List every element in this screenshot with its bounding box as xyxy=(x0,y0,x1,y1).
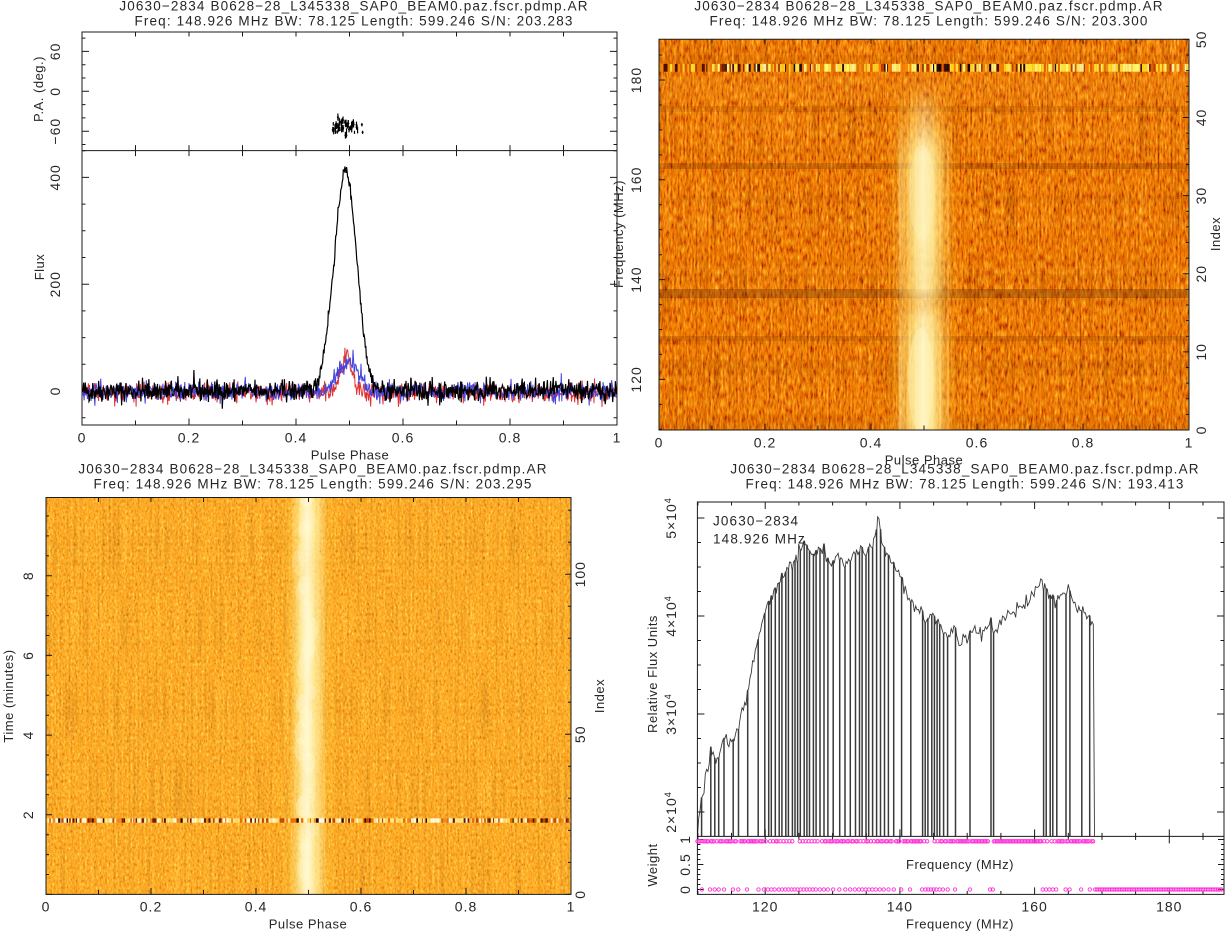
svg-text:2×104: 2×104 xyxy=(663,791,679,833)
svg-text:4×104: 4×104 xyxy=(663,595,679,637)
svg-text:J0630−2834 B0628−28_L345338_S: J0630−2834 B0628−28_L345338_SAP0_BEAM0.p… xyxy=(694,0,1163,14)
svg-text:Weight: Weight xyxy=(645,843,660,886)
svg-text:Frequency (MHz): Frequency (MHz) xyxy=(906,857,1014,872)
svg-text:Pulse Phase: Pulse Phase xyxy=(885,453,964,468)
svg-text:0.6: 0.6 xyxy=(350,899,372,915)
svg-text:148.926 MHz: 148.926 MHz xyxy=(713,532,806,547)
svg-text:0.4: 0.4 xyxy=(285,430,307,446)
svg-text:P.A. (deg.): P.A. (deg.) xyxy=(31,56,46,122)
svg-text:3×104: 3×104 xyxy=(663,693,679,735)
svg-text:30: 30 xyxy=(1193,187,1209,205)
svg-text:1: 1 xyxy=(677,835,693,844)
svg-text:Freq: 148.926 MHz BW: 78.125: Freq: 148.926 MHz BW: 78.125 Length: 599… xyxy=(134,13,573,28)
svg-text:0.2: 0.2 xyxy=(140,899,162,915)
svg-text:0: 0 xyxy=(655,435,664,451)
svg-text:0.2: 0.2 xyxy=(754,435,776,451)
svg-text:60: 60 xyxy=(47,43,63,61)
svg-text:140: 140 xyxy=(628,266,644,292)
svg-text:140: 140 xyxy=(887,899,913,915)
svg-text:0.6: 0.6 xyxy=(392,430,414,446)
svg-text:50: 50 xyxy=(1193,31,1209,49)
svg-text:0.8: 0.8 xyxy=(1072,435,1094,451)
svg-text:0.5: 0.5 xyxy=(677,853,693,875)
svg-text:Time (minutes): Time (minutes) xyxy=(1,649,16,742)
svg-text:−60: −60 xyxy=(47,118,63,145)
svg-text:J0630−2834 B0628−28_L345338_S: J0630−2834 B0628−28_L345338_SAP0_BEAM0.p… xyxy=(730,462,1199,477)
svg-text:120: 120 xyxy=(628,366,644,392)
svg-text:0: 0 xyxy=(47,87,63,96)
svg-text:180: 180 xyxy=(1156,899,1182,915)
svg-text:6: 6 xyxy=(20,651,36,660)
svg-text:Frequency (MHz): Frequency (MHz) xyxy=(611,180,626,288)
svg-text:0: 0 xyxy=(1193,426,1209,435)
svg-text:5×104: 5×104 xyxy=(663,497,679,539)
svg-text:1: 1 xyxy=(613,430,622,446)
svg-text:J0630−2834: J0630−2834 xyxy=(713,514,799,529)
svg-text:0: 0 xyxy=(42,899,51,915)
svg-text:400: 400 xyxy=(47,164,63,190)
svg-text:Pulse Phase: Pulse Phase xyxy=(311,448,390,463)
svg-text:Index: Index xyxy=(592,679,607,713)
svg-text:Pulse Phase: Pulse Phase xyxy=(269,917,348,932)
svg-text:1: 1 xyxy=(567,899,576,915)
svg-text:8: 8 xyxy=(20,571,36,580)
svg-text:2: 2 xyxy=(20,810,36,819)
svg-text:160: 160 xyxy=(1021,899,1047,915)
svg-text:0: 0 xyxy=(78,430,87,446)
svg-text:1: 1 xyxy=(1185,435,1194,451)
svg-text:50: 50 xyxy=(572,726,588,744)
svg-text:Relative Flux Units: Relative Flux Units xyxy=(645,615,660,733)
svg-text:Index: Index xyxy=(1208,217,1223,251)
svg-text:0.6: 0.6 xyxy=(966,435,988,451)
svg-text:40: 40 xyxy=(1193,109,1209,127)
svg-text:20: 20 xyxy=(1193,265,1209,283)
svg-text:J0630−2834 B0628−28_L345338_S: J0630−2834 B0628−28_L345338_SAP0_BEAM0.p… xyxy=(119,0,588,14)
svg-text:0.4: 0.4 xyxy=(860,435,882,451)
svg-text:Freq: 148.926 MHz BW: 78.125: Freq: 148.926 MHz BW: 78.125 Length: 599… xyxy=(93,477,532,492)
svg-text:0: 0 xyxy=(677,885,693,894)
svg-text:Flux: Flux xyxy=(32,254,47,281)
svg-text:120: 120 xyxy=(752,899,778,915)
svg-text:0.8: 0.8 xyxy=(499,430,521,446)
svg-text:0.4: 0.4 xyxy=(245,899,267,915)
svg-text:4: 4 xyxy=(20,731,36,740)
svg-text:Frequency (MHz): Frequency (MHz) xyxy=(906,917,1014,932)
svg-text:Freq: 148.926 MHz BW: 78.125: Freq: 148.926 MHz BW: 78.125 Length: 599… xyxy=(709,13,1148,28)
svg-text:180: 180 xyxy=(628,67,644,93)
svg-text:10: 10 xyxy=(1193,343,1209,361)
svg-text:J0630−2834 B0628−28_L345338_S: J0630−2834 B0628−28_L345338_SAP0_BEAM0.p… xyxy=(78,462,547,477)
svg-text:Freq: 148.926 MHz BW: 78.125: Freq: 148.926 MHz BW: 78.125 Length: 599… xyxy=(745,477,1184,492)
svg-text:160: 160 xyxy=(628,167,644,193)
svg-text:0: 0 xyxy=(47,387,63,396)
svg-text:0: 0 xyxy=(572,890,588,899)
svg-text:200: 200 xyxy=(47,271,63,297)
svg-text:100: 100 xyxy=(572,561,588,587)
svg-text:0.2: 0.2 xyxy=(178,430,200,446)
svg-text:0.8: 0.8 xyxy=(455,899,477,915)
